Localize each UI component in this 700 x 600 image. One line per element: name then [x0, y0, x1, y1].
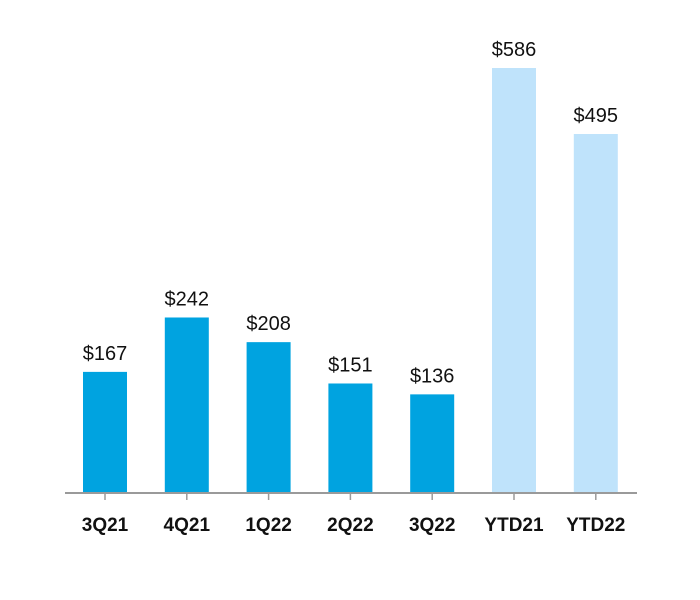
bar-ytd22 — [573, 133, 618, 493]
data-label-3q22: $136 — [410, 365, 455, 387]
x-tick-label-3q22: 3Q22 — [409, 515, 455, 536]
x-tick-label-2q22: 2Q22 — [327, 515, 373, 536]
data-label-2q22: $151 — [328, 354, 373, 376]
x-tick-labels-group: 3Q21 4Q21 1Q22 2Q22 3Q22 YTD21 YTD22 — [82, 515, 626, 536]
x-tick-label-4q21: 4Q21 — [164, 515, 211, 536]
bars-group — [83, 68, 618, 493]
data-label-1q22: $208 — [246, 313, 291, 335]
bar-3q21 — [83, 371, 127, 493]
x-tick-label-1q22: 1Q22 — [245, 515, 291, 536]
data-label-ytd22: $495 — [574, 105, 619, 127]
bar-1q22 — [246, 342, 291, 493]
data-label-3q21: $167 — [83, 343, 128, 365]
x-ticks-group — [104, 493, 597, 500]
bar-2q22 — [328, 383, 373, 493]
x-tick-label-ytd22: YTD22 — [566, 515, 625, 536]
bar-3q22 — [410, 394, 455, 493]
x-tick-label-3q21: 3Q21 — [82, 515, 129, 536]
data-label-ytd21: $586 — [492, 39, 537, 61]
bar-ytd21 — [492, 68, 536, 493]
bar-4q21 — [164, 317, 209, 493]
value-labels-group: $167 $242 $208 $151 $136 $586 $495 — [83, 39, 618, 387]
x-tick-label-ytd21: YTD21 — [484, 515, 544, 536]
data-label-4q21: $242 — [165, 288, 210, 310]
